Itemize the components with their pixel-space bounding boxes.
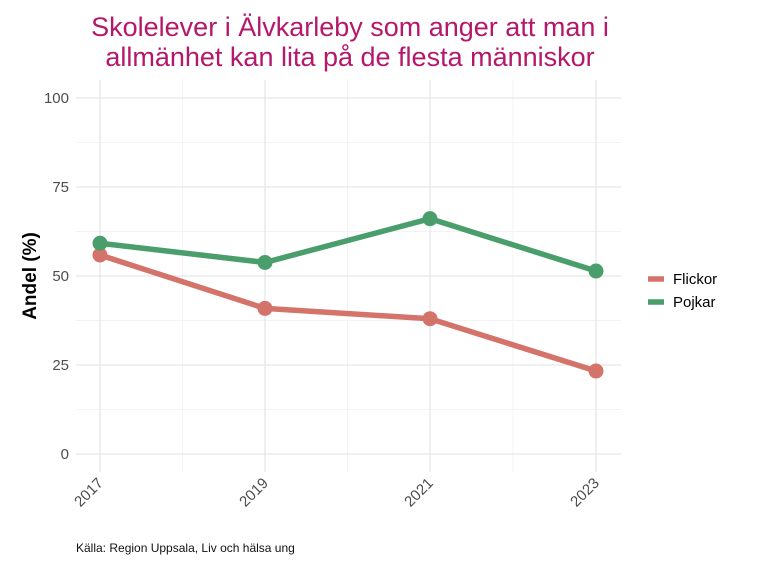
data-point-flickor [92, 247, 108, 263]
y-tick-label: 50 [52, 268, 69, 285]
series-line-pojkar [97, 215, 599, 274]
data-point-flickor [588, 363, 604, 379]
x-tick-label: 2019 [236, 475, 272, 511]
data-point-flickor [422, 311, 438, 327]
data-point-pojkar [588, 263, 604, 279]
y-tick-label: 75 [52, 179, 69, 196]
chart-title-line-1: Skolelever i Älvkarleby som anger att ma… [91, 12, 609, 42]
y-axis-label: Andel (%) [20, 232, 41, 320]
data-point-flickor [257, 300, 273, 316]
y-tick-label: 25 [52, 357, 69, 374]
x-tick-label: 2023 [567, 475, 603, 511]
data-point-pojkar [422, 211, 438, 227]
legend-label-pojkar: Pojkar [673, 294, 716, 311]
source-caption: Källa: Region Uppsala, Liv och hälsa ung [76, 541, 295, 555]
legend-label-flickor: Flickor [673, 271, 717, 288]
chart-title-line-2: allmänhet kan lita på de flesta människo… [105, 42, 595, 72]
x-tick-label: 2017 [71, 475, 107, 511]
data-point-pojkar [92, 235, 108, 251]
x-tick-label: 2021 [401, 475, 437, 511]
data-point-pojkar [257, 254, 273, 270]
y-tick-label: 100 [44, 90, 69, 107]
y-tick-label: 0 [61, 446, 69, 463]
series-line-flickor [97, 252, 599, 374]
